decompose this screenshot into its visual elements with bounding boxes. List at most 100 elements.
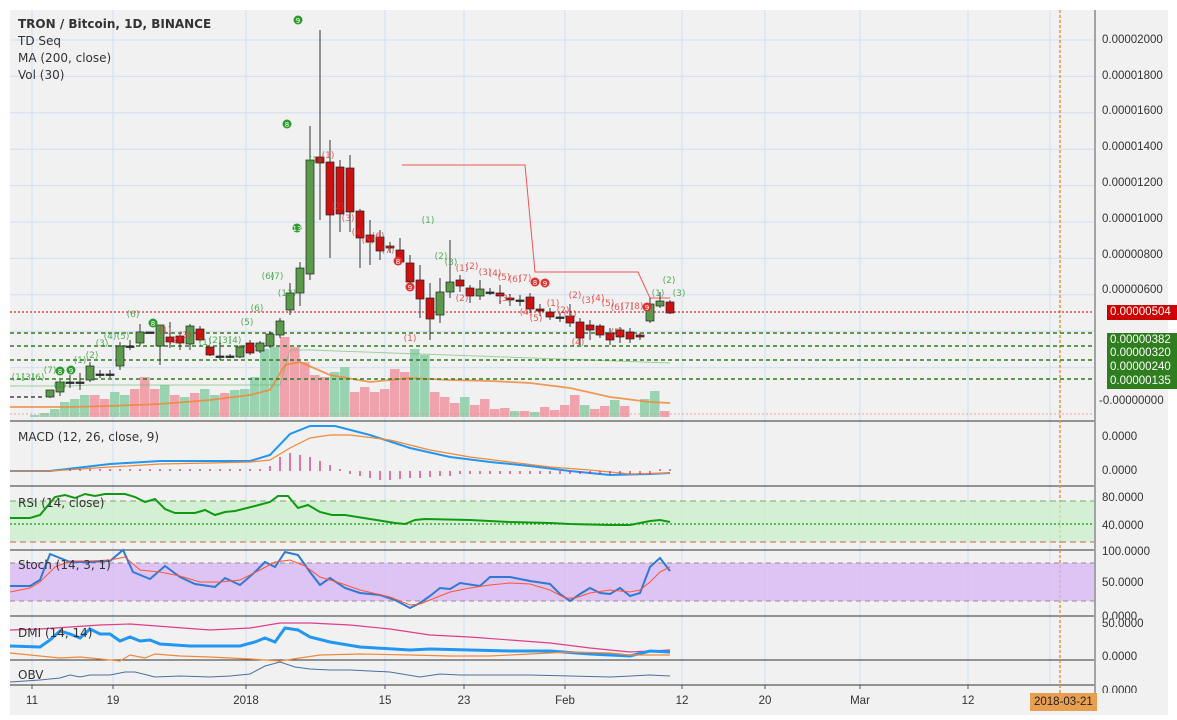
volume-bar: [350, 392, 360, 417]
td-seq-count: 8: [396, 258, 400, 266]
support-level-badge: 0.00000135: [1107, 374, 1177, 389]
td-seq-count: (1): [159, 326, 172, 336]
indicator-vol[interactable]: Vol (30): [18, 68, 65, 82]
volume-bar: [180, 397, 190, 417]
td-seq-count: 9: [543, 280, 547, 288]
ma-line: [10, 361, 671, 408]
macd-tick: 0.0000: [1102, 431, 1138, 443]
volume-bar: [290, 347, 300, 417]
candle-body: [245, 342, 255, 354]
volume-bar: [40, 413, 50, 417]
candle-body: [415, 279, 425, 300]
stoch-band: [10, 563, 1094, 601]
volume-bar: [380, 389, 390, 417]
td-seq-count: (5): [611, 328, 624, 338]
candle-body: [475, 288, 485, 297]
candle-body: [485, 291, 495, 294]
candle-body: [295, 267, 305, 294]
td-seq-count: (7): [382, 246, 395, 256]
candle-body: [315, 156, 325, 164]
macd-label[interactable]: MACD (12, 26, close, 9): [18, 430, 160, 444]
td-seq-count: (5): [117, 332, 130, 342]
td-seq-count: (2): [569, 291, 582, 301]
dmi-label[interactable]: DMI (14, 14): [18, 626, 93, 640]
td-seq-marker: [642, 302, 652, 312]
time-tick: Mar: [850, 695, 870, 707]
td-seq-count: (3): [96, 339, 109, 349]
volume-bar: [30, 415, 40, 417]
indicator-td-seq[interactable]: TD Seq: [18, 34, 62, 48]
indicator-ma[interactable]: MA (200, close): [18, 51, 112, 65]
candle-body: [465, 287, 475, 297]
td-seq-count: (7): [621, 302, 634, 312]
chart-legend: TRON / Bitcoin, 1D, BINANCE TD Seq MA (2…: [18, 16, 211, 84]
volume-bar: [360, 387, 370, 417]
support-level-badge: 0.00000240: [1107, 360, 1177, 375]
chart-canvas[interactable]: (1)(3)(6)(7) 8 9(1)(1) (2)(3)(4) (5)(6)8(1)(…: [10, 10, 1168, 715]
volume-bar: [170, 395, 180, 417]
td-seq-marker: [148, 318, 158, 328]
td-seq-marker: [530, 277, 540, 287]
time-tick: 20: [758, 695, 772, 707]
td-seq-count: (2): [663, 276, 676, 286]
td-seq-count: (2): [169, 336, 182, 346]
volume-bar: [470, 405, 480, 417]
td-seq-count: (2): [557, 306, 570, 316]
price-tick: -0.00000000: [1099, 395, 1164, 407]
td-seq-count: (7): [271, 272, 284, 282]
dmi-tick: 0.0000: [1102, 651, 1138, 660]
td-seq-count: 13: [293, 225, 302, 233]
candle-body: [325, 161, 335, 216]
td-seq-marker: [293, 15, 303, 25]
td-seq-count: (3): [179, 331, 192, 341]
stoch-tick: 50.0000: [1102, 577, 1144, 589]
td-seq-count: (1): [422, 216, 435, 226]
volume-bar: [200, 389, 210, 417]
symbol-title[interactable]: TRON / Bitcoin, 1D, BINANCE: [18, 17, 212, 31]
chart-area[interactable]: (1) (3) (6) (7) 8 9 (1) (1) (2) (3) (4) (5) (6) 8 (1)(…: [10, 10, 1177, 715]
td-seq-count: (1): [547, 299, 560, 309]
candle-body: [85, 365, 95, 381]
volume-bar: [610, 400, 620, 417]
candle-body: [155, 324, 165, 347]
candle-body: [345, 167, 355, 213]
td-seq-count: (4): [572, 338, 585, 348]
td-seq-marker: [282, 119, 292, 129]
candle-body: [625, 331, 635, 340]
stoch-label[interactable]: Stoch (14, 3, 1): [18, 558, 111, 572]
td-seq-count: (3): [564, 310, 577, 320]
obv-label[interactable]: OBV: [18, 668, 44, 682]
td-seq-marker: [393, 256, 403, 266]
td-seq-count: (4): [520, 308, 533, 318]
current-price-badge: 0.00000504: [1107, 305, 1177, 320]
candle-body: [135, 331, 145, 344]
candle-body: [495, 292, 505, 297]
dmi-tick: 50.0000: [1102, 618, 1144, 630]
td-seq-count: (4): [592, 294, 605, 304]
candle-body: [615, 329, 625, 338]
rsi-tick: 80.0000: [1102, 492, 1144, 504]
obv-line: [10, 661, 671, 683]
td-seq-count: (1): [322, 151, 335, 161]
td-seq-count: (4): [352, 228, 365, 238]
volume-bar: [100, 399, 110, 417]
td-seq-count: (1): [199, 338, 212, 348]
volume-bar: [540, 407, 550, 417]
macd-tick: 0.0000: [1102, 465, 1138, 477]
volume-bar: [250, 377, 260, 417]
volume-bar: [130, 389, 140, 417]
td-seq-marker: [292, 223, 302, 233]
volume-bar: [210, 395, 220, 417]
candle-body: [225, 355, 235, 358]
volume-bar: [550, 410, 560, 417]
volume-bar: [340, 367, 350, 417]
td-seq-count: (6): [509, 275, 522, 285]
rsi-band: [10, 501, 1094, 542]
td-seq-count: (2): [466, 262, 479, 272]
td-seq-count: (2): [86, 351, 99, 361]
rsi-label[interactable]: RSI (14, close): [18, 496, 105, 510]
td-seq-count: (2): [332, 202, 345, 212]
price-tick: 0.00001400: [1102, 141, 1163, 153]
candle-body: [355, 210, 365, 239]
candle-body: [265, 333, 275, 347]
